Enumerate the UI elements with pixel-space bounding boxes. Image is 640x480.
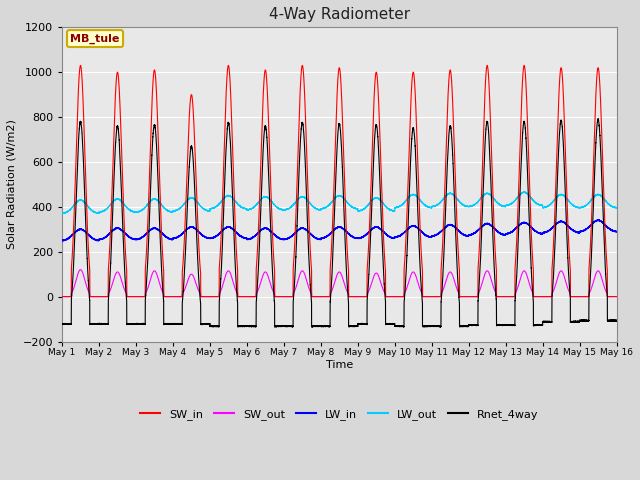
SW_in xyxy=(490,220,498,226)
Line: Rnet_4way: Rnet_4way xyxy=(62,119,616,327)
LW_out xyxy=(612,204,620,210)
SW_out xyxy=(490,286,498,291)
Text: MB_tule: MB_tule xyxy=(70,34,120,44)
LW_out xyxy=(87,207,95,213)
LW_in xyxy=(504,231,511,237)
LW_in xyxy=(87,234,95,240)
Line: SW_out: SW_out xyxy=(62,270,616,297)
Rnet_4way xyxy=(511,294,519,300)
SW_in xyxy=(412,110,420,116)
SW_out xyxy=(87,294,95,300)
SW_in xyxy=(475,254,483,260)
SW_in xyxy=(58,294,66,300)
LW_out xyxy=(412,193,420,199)
Rnet_4way xyxy=(248,324,255,330)
LW_out xyxy=(520,189,527,195)
Line: SW_in: SW_in xyxy=(62,65,616,297)
Rnet_4way xyxy=(490,257,498,263)
LW_in xyxy=(412,224,420,230)
LW_in xyxy=(58,238,66,243)
LW_in xyxy=(475,227,483,233)
LW_out xyxy=(475,198,483,204)
LW_out xyxy=(58,210,66,216)
Title: 4-Way Radiometer: 4-Way Radiometer xyxy=(269,7,410,22)
Rnet_4way xyxy=(595,116,602,121)
Rnet_4way xyxy=(475,288,483,294)
Rnet_4way xyxy=(412,162,420,168)
SW_out xyxy=(511,290,519,296)
SW_in xyxy=(87,294,95,300)
LW_out xyxy=(511,197,519,203)
X-axis label: Time: Time xyxy=(326,360,353,370)
LW_in xyxy=(595,217,602,223)
SW_in xyxy=(612,294,620,300)
SW_out xyxy=(77,267,84,273)
SW_out xyxy=(612,294,620,300)
LW_out xyxy=(490,196,498,202)
Rnet_4way xyxy=(504,323,511,328)
LW_in xyxy=(511,226,519,232)
SW_out xyxy=(475,289,483,295)
Rnet_4way xyxy=(58,321,66,327)
Legend: SW_in, SW_out, LW_in, LW_out, Rnet_4way: SW_in, SW_out, LW_in, LW_out, Rnet_4way xyxy=(136,404,543,424)
LW_in xyxy=(612,229,620,235)
SW_in xyxy=(511,262,519,268)
Line: LW_out: LW_out xyxy=(62,192,616,214)
LW_in xyxy=(95,238,102,244)
SW_in xyxy=(77,62,84,68)
LW_in xyxy=(490,225,498,231)
SW_out xyxy=(504,294,511,300)
Rnet_4way xyxy=(87,321,95,327)
LW_out xyxy=(95,211,102,216)
Y-axis label: Solar Radiation (W/m2): Solar Radiation (W/m2) xyxy=(7,120,17,249)
Line: LW_in: LW_in xyxy=(62,220,616,241)
Rnet_4way xyxy=(612,318,620,324)
SW_out xyxy=(58,294,66,300)
SW_out xyxy=(412,274,420,279)
SW_in xyxy=(504,294,511,300)
LW_out xyxy=(504,203,511,208)
